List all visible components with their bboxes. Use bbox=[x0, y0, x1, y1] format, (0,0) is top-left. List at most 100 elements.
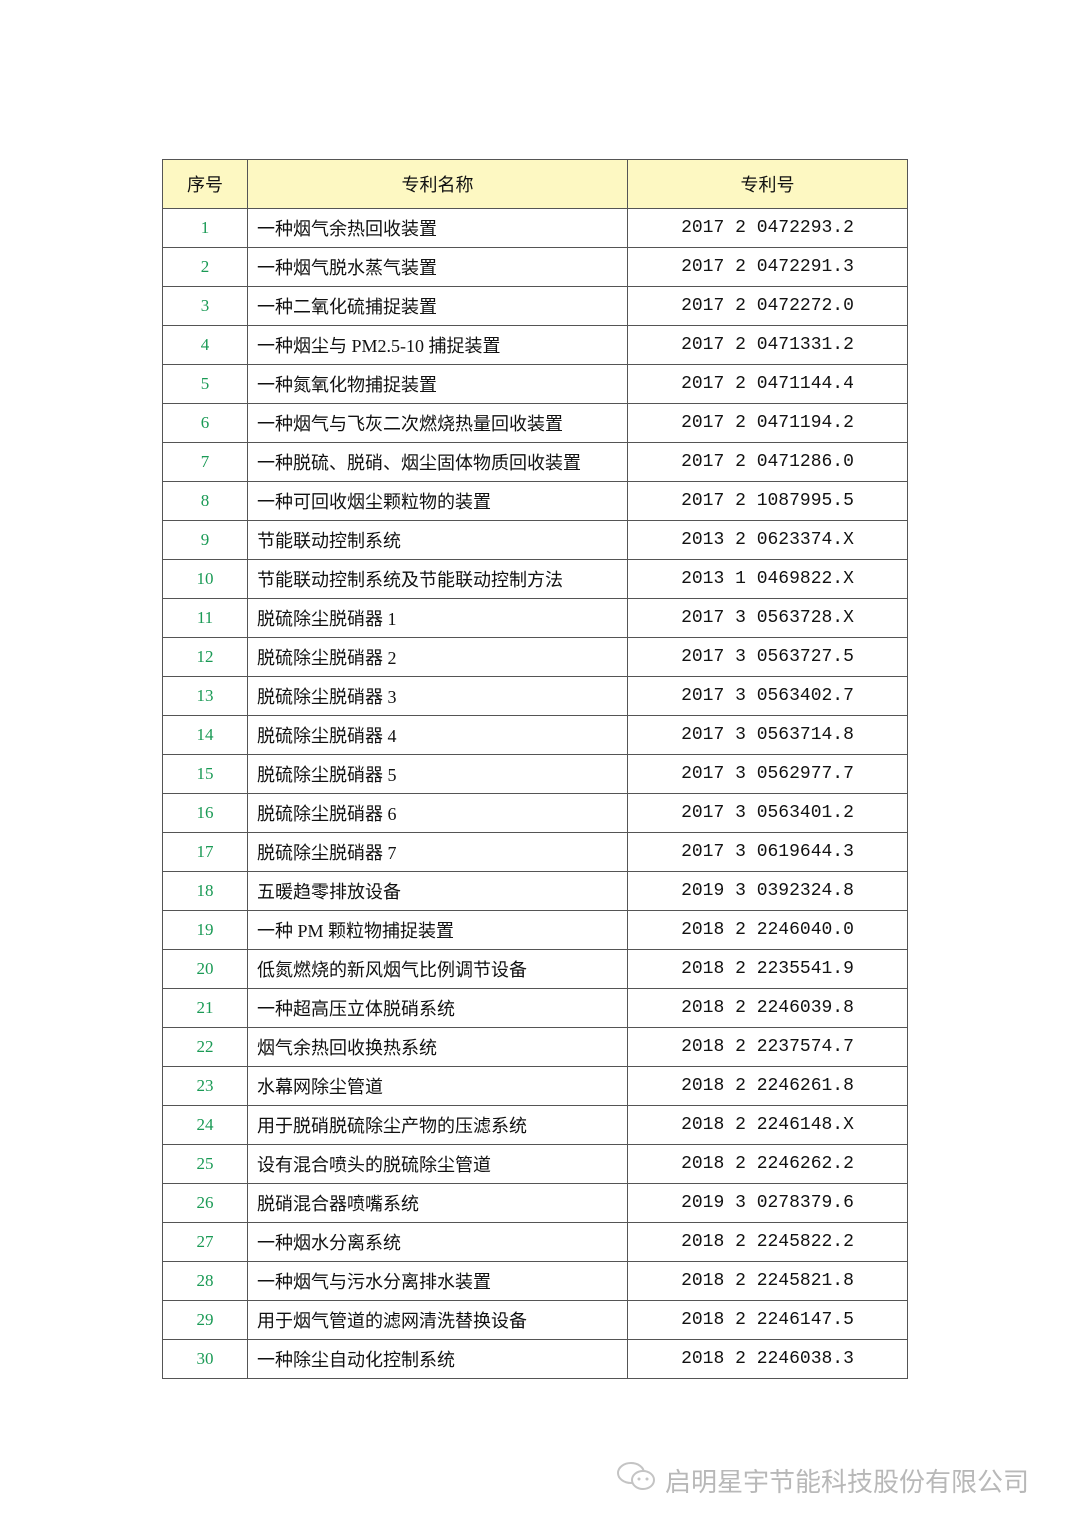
table-row: 18 五暖趋零排放设备 2019 3 0392324.8 bbox=[162, 871, 908, 911]
patent-name: 一种烟尘与 PM2.5-10 捕捉装置 bbox=[247, 325, 628, 365]
row-index: 29 bbox=[162, 1300, 248, 1340]
row-index: 21 bbox=[162, 988, 248, 1028]
table-row: 30 一种除尘自动化控制系统 2018 2 2246038.3 bbox=[162, 1339, 908, 1379]
patent-name: 水幕网除尘管道 bbox=[247, 1066, 628, 1106]
table-row: 26 脱硝混合器喷嘴系统 2019 3 0278379.6 bbox=[162, 1183, 908, 1223]
patent-number: 2018 2 2235541.9 bbox=[627, 949, 908, 989]
row-index: 25 bbox=[162, 1144, 248, 1184]
row-index: 23 bbox=[162, 1066, 248, 1106]
table-row: 29 用于烟气管道的滤网清洗替换设备 2018 2 2246147.5 bbox=[162, 1300, 908, 1340]
patent-name: 低氮燃烧的新风烟气比例调节设备 bbox=[247, 949, 628, 989]
patent-number: 2018 2 2246039.8 bbox=[627, 988, 908, 1028]
patent-number: 2018 2 2246148.X bbox=[627, 1105, 908, 1145]
row-index: 15 bbox=[162, 754, 248, 794]
row-index: 27 bbox=[162, 1222, 248, 1262]
patent-name: 一种烟水分离系统 bbox=[247, 1222, 628, 1262]
table-row: 17 脱硫除尘脱硝器 7 2017 3 0619644.3 bbox=[162, 832, 908, 872]
table-row: 16 脱硫除尘脱硝器 6 2017 3 0563401.2 bbox=[162, 793, 908, 833]
patent-number: 2019 3 0278379.6 bbox=[627, 1183, 908, 1223]
table-row: 19 一种 PM 颗粒物捕捉装置 2018 2 2246040.0 bbox=[162, 910, 908, 950]
patent-name: 一种超高压立体脱硝系统 bbox=[247, 988, 628, 1028]
patent-number: 2017 2 0472291.3 bbox=[627, 247, 908, 287]
patent-name: 一种烟气与飞灰二次燃烧热量回收装置 bbox=[247, 403, 628, 443]
patent-number: 2013 2 0623374.X bbox=[627, 520, 908, 560]
patent-number: 2018 2 2246038.3 bbox=[627, 1339, 908, 1379]
row-index: 6 bbox=[162, 403, 248, 443]
patent-number: 2018 2 2246040.0 bbox=[627, 910, 908, 950]
patent-number: 2018 2 2245821.8 bbox=[627, 1261, 908, 1301]
patent-number: 2017 2 0472272.0 bbox=[627, 286, 908, 326]
patent-number: 2017 2 0472293.2 bbox=[627, 208, 908, 248]
row-index: 22 bbox=[162, 1027, 248, 1067]
patent-number: 2017 3 0563727.5 bbox=[627, 637, 908, 677]
patent-name: 脱硫除尘脱硝器 7 bbox=[247, 832, 628, 872]
patent-name: 节能联动控制系统 bbox=[247, 520, 628, 560]
patent-number: 2017 3 0563401.2 bbox=[627, 793, 908, 833]
patent-number: 2013 1 0469822.X bbox=[627, 559, 908, 599]
table-row: 28 一种烟气与污水分离排水装置 2018 2 2245821.8 bbox=[162, 1261, 908, 1301]
patent-name: 一种烟气脱水蒸气装置 bbox=[247, 247, 628, 287]
table-row: 11 脱硫除尘脱硝器 1 2017 3 0563728.X bbox=[162, 598, 908, 638]
table-row: 5 一种氮氧化物捕捉装置 2017 2 0471144.4 bbox=[162, 364, 908, 404]
patent-name: 用于脱硝脱硫除尘产物的压滤系统 bbox=[247, 1105, 628, 1145]
patent-name: 用于烟气管道的滤网清洗替换设备 bbox=[247, 1300, 628, 1340]
row-index: 3 bbox=[162, 286, 248, 326]
row-index: 11 bbox=[162, 598, 248, 638]
row-index: 5 bbox=[162, 364, 248, 404]
row-index: 20 bbox=[162, 949, 248, 989]
row-index: 4 bbox=[162, 325, 248, 365]
row-index: 17 bbox=[162, 832, 248, 872]
patent-number: 2017 3 0563402.7 bbox=[627, 676, 908, 716]
row-index: 18 bbox=[162, 871, 248, 911]
patent-name: 一种二氧化硫捕捉装置 bbox=[247, 286, 628, 326]
patent-name: 一种氮氧化物捕捉装置 bbox=[247, 364, 628, 404]
patent-name: 一种可回收烟尘颗粒物的装置 bbox=[247, 481, 628, 521]
table-row: 7 一种脱硫、脱硝、烟尘固体物质回收装置 2017 2 0471286.0 bbox=[162, 442, 908, 482]
row-index: 2 bbox=[162, 247, 248, 287]
patent-name: 五暖趋零排放设备 bbox=[247, 871, 628, 911]
watermark: 启明星宇节能科技股份有限公司 bbox=[615, 1460, 1029, 1501]
patent-name: 节能联动控制系统及节能联动控制方法 bbox=[247, 559, 628, 599]
table-row: 21 一种超高压立体脱硝系统 2018 2 2246039.8 bbox=[162, 988, 908, 1028]
row-index: 13 bbox=[162, 676, 248, 716]
row-index: 10 bbox=[162, 559, 248, 599]
row-index: 7 bbox=[162, 442, 248, 482]
patent-name: 脱硫除尘脱硝器 1 bbox=[247, 598, 628, 638]
patent-number: 2018 2 2237574.7 bbox=[627, 1027, 908, 1067]
table-row: 15 脱硫除尘脱硝器 5 2017 3 0562977.7 bbox=[162, 754, 908, 794]
patent-table: 序号 专利名称 专利号 1 一种烟气余热回收装置 2017 2 0472293.2 2… bbox=[162, 159, 908, 1379]
table-row: 14 脱硫除尘脱硝器 4 2017 3 0563714.8 bbox=[162, 715, 908, 755]
table-row: 1 一种烟气余热回收装置 2017 2 0472293.2 bbox=[162, 208, 908, 248]
header-row: 序号 专利名称 专利号 bbox=[162, 159, 908, 209]
patent-number: 2017 2 0471194.2 bbox=[627, 403, 908, 443]
patent-number: 2018 2 2246261.8 bbox=[627, 1066, 908, 1106]
patent-name: 脱硫除尘脱硝器 6 bbox=[247, 793, 628, 833]
table-row: 13 脱硫除尘脱硝器 3 2017 3 0563402.7 bbox=[162, 676, 908, 716]
patent-number: 2018 2 2245822.2 bbox=[627, 1222, 908, 1262]
patent-name: 一种烟气与污水分离排水装置 bbox=[247, 1261, 628, 1301]
patent-name: 脱硫除尘脱硝器 2 bbox=[247, 637, 628, 677]
table-row: 22 烟气余热回收换热系统 2018 2 2237574.7 bbox=[162, 1027, 908, 1067]
table-row: 27 一种烟水分离系统 2018 2 2245822.2 bbox=[162, 1222, 908, 1262]
table-row: 23 水幕网除尘管道 2018 2 2246261.8 bbox=[162, 1066, 908, 1106]
header-index: 序号 bbox=[162, 159, 248, 209]
patent-name: 设有混合喷头的脱硫除尘管道 bbox=[247, 1144, 628, 1184]
patent-name: 脱硫除尘脱硝器 3 bbox=[247, 676, 628, 716]
table-row: 6 一种烟气与飞灰二次燃烧热量回收装置 2017 2 0471194.2 bbox=[162, 403, 908, 443]
patent-number: 2017 3 0619644.3 bbox=[627, 832, 908, 872]
watermark-text: 启明星宇节能科技股份有限公司 bbox=[665, 1468, 1030, 1498]
patent-name: 一种除尘自动化控制系统 bbox=[247, 1339, 628, 1379]
patent-name: 一种 PM 颗粒物捕捉装置 bbox=[247, 910, 628, 950]
header-patent-number: 专利号 bbox=[627, 159, 908, 209]
table-row: 25 设有混合喷头的脱硫除尘管道 2018 2 2246262.2 bbox=[162, 1144, 908, 1184]
row-index: 28 bbox=[162, 1261, 248, 1301]
table-row: 4 一种烟尘与 PM2.5-10 捕捉装置 2017 2 0471331.2 bbox=[162, 325, 908, 365]
patent-number: 2017 2 0471286.0 bbox=[627, 442, 908, 482]
row-index: 24 bbox=[162, 1105, 248, 1145]
table-row: 2 一种烟气脱水蒸气装置 2017 2 0472291.3 bbox=[162, 247, 908, 287]
patent-name: 烟气余热回收换热系统 bbox=[247, 1027, 628, 1067]
patent-number: 2018 2 2246147.5 bbox=[627, 1300, 908, 1340]
row-index: 12 bbox=[162, 637, 248, 677]
row-index: 16 bbox=[162, 793, 248, 833]
table-row: 8 一种可回收烟尘颗粒物的装置 2017 2 1087995.5 bbox=[162, 481, 908, 521]
